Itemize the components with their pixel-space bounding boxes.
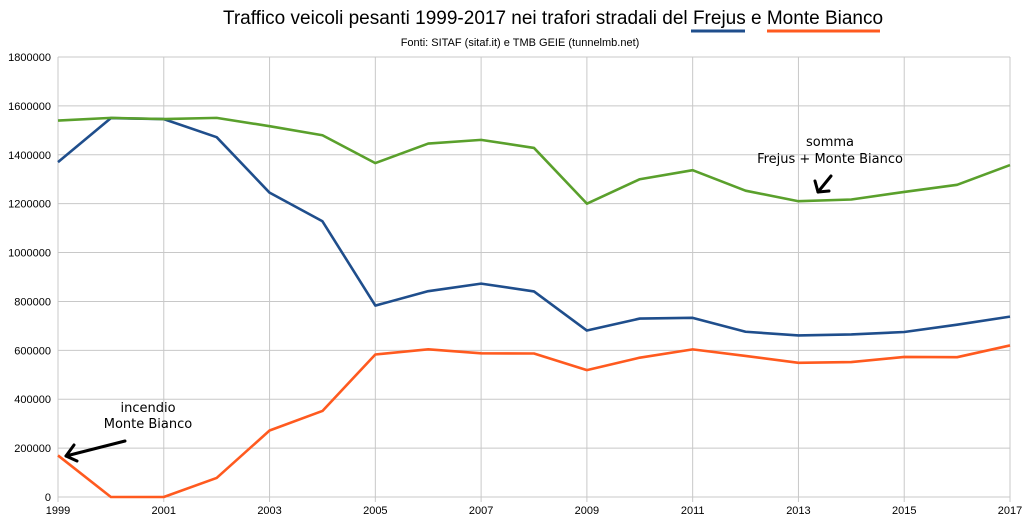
series-lines [57, 116, 1011, 499]
y-tick-label: 0 [45, 492, 51, 504]
title-frejus: Frejus [693, 8, 746, 29]
annotation-incendio-arrow [64, 439, 127, 463]
y-tick-label: 1000000 [8, 248, 51, 260]
series-line-somma [57, 116, 1011, 205]
y-tick-label: 1200000 [8, 199, 51, 211]
annotation-somma-arrow [813, 174, 833, 194]
chart-title: Traffico veicoli pesanti 1999-2017 nei t… [223, 8, 883, 29]
annotation-somma-line1: somma [806, 135, 854, 150]
y-tick-label: 400000 [14, 394, 51, 406]
x-tick-label: 1999 [46, 505, 70, 517]
series-line-monte-bianco [57, 344, 1011, 499]
y-axis-ticks: 0 200000 400000 600000 800000 1000000 1200000 1… [8, 52, 51, 504]
y-tick-label: 1600000 [8, 101, 51, 113]
x-axis-ticks: 1999 2001 2003 2005 2007 2009 2011 2013 2015 2017 [46, 505, 1022, 517]
x-tick-label: 2005 [363, 505, 387, 517]
annotation-incendio: incendio Monte Bianco [64, 401, 193, 463]
y-tick-label: 200000 [14, 443, 51, 455]
annotation-somma: somma Frejus + Monte Bianco [757, 135, 903, 194]
y-tick-label: 1800000 [8, 52, 51, 64]
series-line-frejus [57, 116, 1011, 337]
annotation-incendio-line1: incendio [120, 401, 175, 416]
x-tick-label: 2013 [786, 505, 810, 517]
y-tick-label: 600000 [14, 345, 51, 357]
annotation-incendio-line2: Monte Bianco [104, 417, 193, 432]
x-tick-label: 2009 [575, 505, 599, 517]
annotation-somma-line2: Frejus + Monte Bianco [757, 152, 903, 167]
x-tick-label: 2003 [257, 505, 281, 517]
y-tick-label: 1400000 [8, 150, 51, 162]
x-tick-label: 2011 [681, 505, 705, 517]
x-tick-label: 2017 [998, 505, 1022, 517]
chart-subtitle: Fonti: SITAF (sitaf.it) e TMB GEIE (tunn… [401, 37, 640, 49]
x-tick-label: 2007 [469, 505, 493, 517]
x-tick-label: 2001 [152, 505, 176, 517]
title-monte-bianco: Monte Bianco [767, 8, 883, 29]
y-tick-label: 800000 [14, 296, 51, 308]
gridlines [57, 56, 1011, 502]
x-tick-label: 2015 [892, 505, 916, 517]
